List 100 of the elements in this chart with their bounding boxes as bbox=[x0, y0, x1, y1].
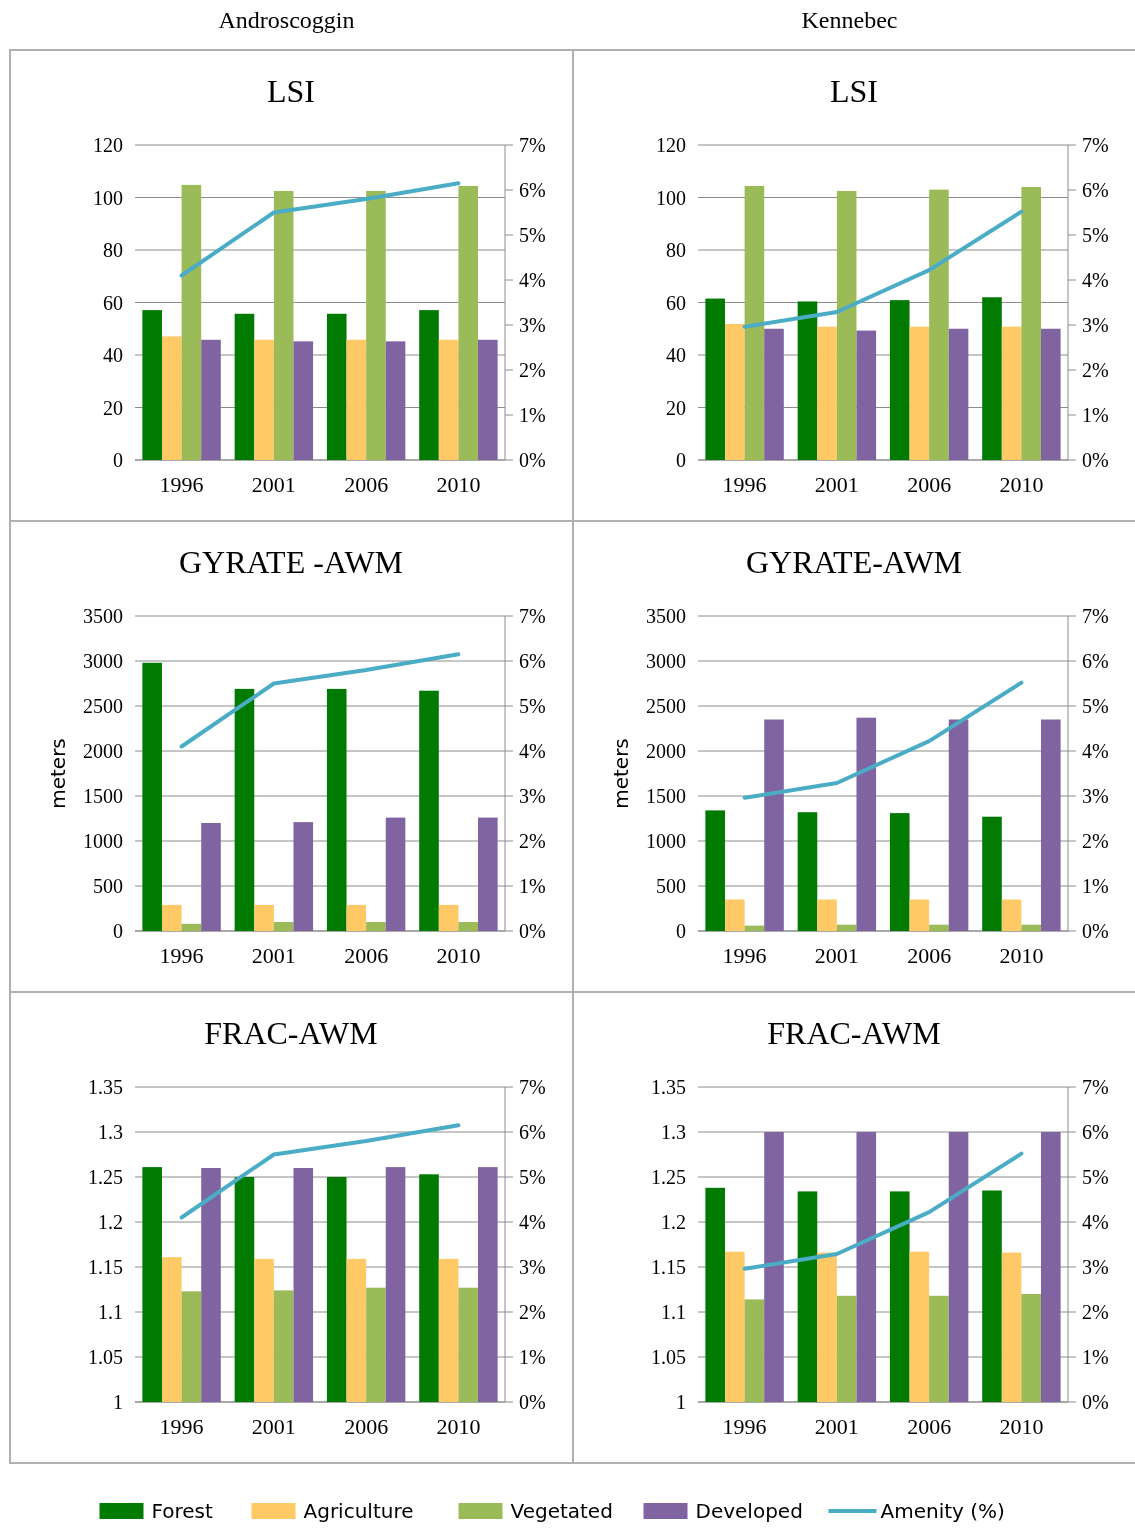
y2-tick-label: 7% bbox=[519, 134, 546, 156]
y2-tick-label: 3% bbox=[1082, 785, 1109, 807]
y2-tick-label: 7% bbox=[1082, 1076, 1109, 1098]
bar bbox=[764, 719, 784, 931]
line-series bbox=[179, 181, 461, 278]
y2-tick-label: 4% bbox=[519, 269, 546, 291]
x-tick-label: 1996 bbox=[722, 472, 767, 497]
y-tick-label: 1 bbox=[676, 1391, 686, 1413]
line-series bbox=[742, 680, 1024, 800]
bar bbox=[419, 690, 439, 931]
bar bbox=[438, 339, 459, 460]
x-tick-label: 2006 bbox=[344, 472, 389, 497]
bar bbox=[254, 904, 274, 931]
y-tick-label: 60 bbox=[103, 291, 123, 314]
y-tick-label: 1.05 bbox=[88, 1346, 123, 1368]
bar bbox=[948, 719, 969, 931]
bar bbox=[385, 817, 406, 931]
y2-tick-label: 5% bbox=[519, 695, 546, 717]
bar bbox=[797, 301, 818, 460]
y2-tick-label: 7% bbox=[1082, 605, 1109, 627]
y2-tick-label: 1% bbox=[1082, 1346, 1109, 1368]
y-tick-label: 60 bbox=[666, 291, 686, 314]
bar bbox=[744, 925, 765, 931]
legend-label: Vegetated bbox=[510, 1499, 613, 1523]
y2-tick-label: 6% bbox=[1082, 650, 1109, 672]
y-tick-label: 20 bbox=[666, 396, 686, 419]
y2-tick-label: 0% bbox=[1082, 920, 1109, 942]
bar bbox=[161, 904, 182, 931]
x-tick-label: 2010 bbox=[999, 943, 1044, 968]
y-tick-label: 1.25 bbox=[88, 1166, 123, 1188]
legend-label: Amenity (%) bbox=[880, 1499, 1005, 1523]
y2-tick-label: 6% bbox=[519, 1121, 546, 1143]
bar bbox=[889, 813, 910, 931]
y-tick-label: 500 bbox=[93, 875, 123, 897]
bar bbox=[419, 310, 439, 460]
y2-tick-label: 2% bbox=[519, 1301, 546, 1323]
y2-tick-label: 2% bbox=[1082, 359, 1109, 381]
y2-tick-label: 1% bbox=[519, 875, 546, 897]
y-tick-label: 0 bbox=[113, 449, 123, 471]
bar bbox=[273, 190, 294, 460]
y-tick-label: 1.15 bbox=[651, 1256, 686, 1278]
chart-title: FRAC-AWM bbox=[767, 1015, 941, 1051]
y-tick-label: 0 bbox=[676, 920, 686, 942]
y-tick-label: 80 bbox=[666, 239, 686, 261]
x-tick-label: 2010 bbox=[999, 1414, 1044, 1439]
bar bbox=[1001, 326, 1022, 460]
y-tick-label: 1.3 bbox=[98, 1121, 123, 1143]
y2-tick-label: 0% bbox=[519, 920, 546, 942]
y-tick-label: 3500 bbox=[83, 605, 123, 627]
bar bbox=[817, 326, 837, 460]
bar bbox=[1001, 899, 1022, 931]
y-tick-label: 2000 bbox=[646, 740, 686, 762]
y2-tick-label: 6% bbox=[1082, 179, 1109, 201]
bar bbox=[705, 298, 725, 460]
bar bbox=[856, 330, 877, 460]
x-tick-label: 2010 bbox=[436, 1414, 481, 1439]
bar bbox=[458, 185, 479, 460]
bar bbox=[982, 816, 1002, 931]
y-tick-label: 1.15 bbox=[88, 1256, 123, 1278]
bar bbox=[254, 339, 274, 460]
y-tick-label: 40 bbox=[103, 344, 123, 366]
y2-tick-label: 0% bbox=[1082, 449, 1109, 471]
x-tick-label: 2006 bbox=[344, 943, 389, 968]
y2-tick-label: 5% bbox=[519, 1166, 546, 1188]
bar bbox=[817, 899, 837, 931]
y2-tick-label: 6% bbox=[1082, 1121, 1109, 1143]
chart-title: LSI bbox=[830, 73, 878, 109]
bar bbox=[929, 189, 949, 460]
bar bbox=[293, 822, 314, 931]
bar bbox=[142, 662, 162, 931]
y-tick-label: 80 bbox=[103, 239, 123, 261]
bar bbox=[181, 184, 202, 460]
chart-title: LSI bbox=[267, 73, 315, 109]
y2-tick-label: 0% bbox=[1082, 1391, 1109, 1413]
x-tick-label: 2006 bbox=[344, 1414, 389, 1439]
y-tick-label: 2500 bbox=[646, 695, 686, 717]
y2-tick-label: 3% bbox=[1082, 314, 1109, 336]
bar bbox=[458, 922, 479, 931]
y-tick-label: 3500 bbox=[646, 605, 686, 627]
y-tick-label: 3000 bbox=[83, 650, 123, 672]
y2-tick-label: 5% bbox=[1082, 224, 1109, 246]
bar bbox=[478, 339, 498, 460]
x-tick-label: 1996 bbox=[722, 1414, 767, 1439]
y2-tick-label: 5% bbox=[1082, 695, 1109, 717]
y-tick-label: 100 bbox=[656, 186, 686, 209]
y-tick-label: 1000 bbox=[83, 830, 123, 852]
bar bbox=[366, 190, 386, 460]
y2-tick-label: 5% bbox=[519, 224, 546, 246]
y2-tick-label: 2% bbox=[1082, 830, 1109, 852]
legend-label: Agriculture bbox=[303, 1499, 414, 1523]
y-tick-label: 0 bbox=[676, 449, 686, 471]
bar bbox=[234, 313, 255, 460]
bar bbox=[889, 300, 910, 460]
x-tick-label: 2006 bbox=[907, 472, 952, 497]
bar bbox=[948, 328, 969, 460]
y2-tick-label: 1% bbox=[519, 404, 546, 426]
bar bbox=[326, 688, 347, 931]
x-tick-label: 2001 bbox=[814, 943, 859, 968]
bar bbox=[326, 313, 347, 460]
bar bbox=[929, 924, 949, 931]
